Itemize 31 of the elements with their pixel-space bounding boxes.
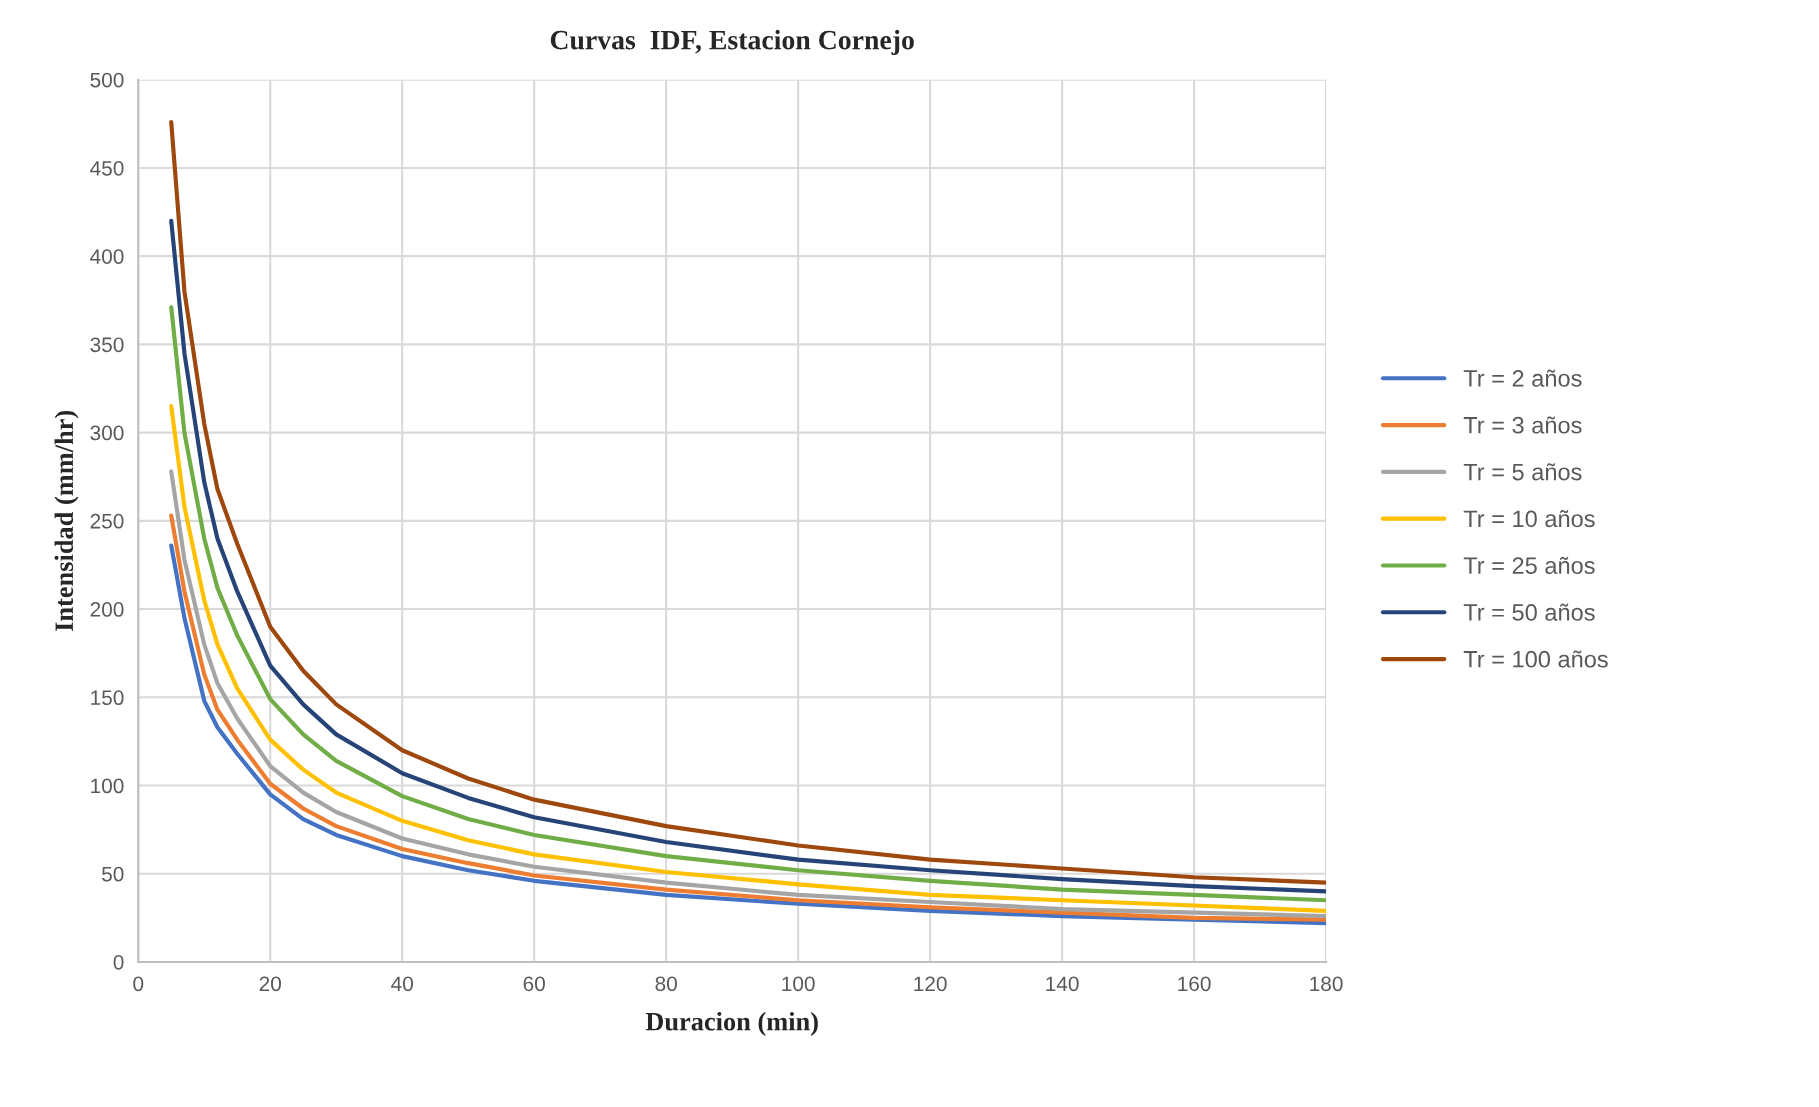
x-tick-label: 160 — [1178, 976, 1211, 992]
legend-label: Tr = 100 años — [1463, 650, 1608, 668]
x-tick-label: 60 — [523, 976, 545, 992]
x-tick-label: 0 — [133, 976, 144, 992]
y-tick-label: 300 — [90, 425, 124, 441]
y-tick-label: 400 — [90, 249, 124, 264]
x-tick-label: 100 — [782, 976, 815, 992]
y-tick-label: 350 — [90, 337, 124, 353]
x-tick-label: 120 — [914, 976, 947, 992]
y-tick-label: 250 — [90, 513, 124, 529]
legend-label: Tr = 2 años — [1463, 369, 1582, 387]
y-axis-title: Intensidad (mm/hr) — [54, 410, 79, 632]
chart-title: Curvas IDF, Estacion Cornejo — [550, 29, 914, 56]
x-tick-label: 180 — [1310, 976, 1343, 992]
x-tick-label: 20 — [259, 976, 281, 992]
y-tick-label: 50 — [102, 866, 124, 882]
y-tick-label: 100 — [91, 778, 124, 794]
legend-label: Tr = 3 años — [1463, 416, 1582, 434]
y-tick-label: 0 — [113, 954, 124, 970]
y-tick-label: 150 — [91, 690, 124, 706]
x-tick-label: 80 — [655, 976, 677, 992]
y-tick-label: 450 — [90, 160, 124, 176]
legend-label: Tr = 5 años — [1463, 463, 1582, 481]
x-tick-label: 40 — [391, 976, 413, 992]
x-axis-title: Duracion (min) — [645, 1011, 818, 1036]
legend-label: Tr = 10 años — [1463, 510, 1595, 528]
y-tick-label: 200 — [90, 602, 124, 617]
legend-label: Tr = 50 años — [1463, 603, 1595, 621]
x-tick-label: 140 — [1046, 976, 1079, 992]
legend-label: Tr = 25 años — [1463, 556, 1595, 574]
y-tick-label: 500 — [90, 72, 124, 88]
